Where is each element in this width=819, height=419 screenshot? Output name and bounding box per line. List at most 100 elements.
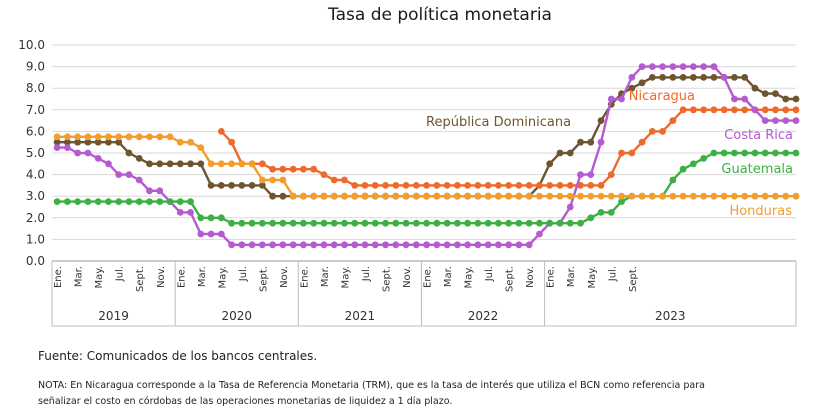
data-point-guatemala bbox=[515, 219, 523, 227]
data-point-costa-rica bbox=[238, 241, 246, 249]
data-point-guatemala bbox=[248, 219, 256, 227]
data-point-guatemala bbox=[176, 198, 184, 206]
data-point-honduras bbox=[505, 192, 513, 200]
y-tick-label: 8.0 bbox=[26, 81, 45, 95]
data-point-costa-rica bbox=[453, 241, 461, 249]
data-point-nicaragua bbox=[474, 182, 482, 189]
data-point-guatemala bbox=[84, 198, 92, 206]
y-tick-label: 5.0 bbox=[26, 146, 45, 160]
data-point-honduras bbox=[618, 192, 625, 200]
x-tick-label: Mar. bbox=[74, 266, 85, 287]
data-point-honduras bbox=[474, 192, 482, 200]
data-point-nicaragua bbox=[433, 182, 441, 189]
data-point-nicaragua bbox=[587, 182, 595, 189]
data-point-guatemala bbox=[351, 219, 359, 227]
data-point-guatemala bbox=[217, 214, 225, 222]
data-point-guatemala bbox=[474, 219, 482, 227]
data-point-nicaragua bbox=[351, 182, 359, 189]
x-tick-label: Sept. bbox=[628, 266, 639, 292]
data-point-costa-rica bbox=[289, 241, 297, 249]
data-point-nicaragua bbox=[382, 182, 389, 189]
data-point-honduras bbox=[484, 192, 492, 200]
data-point-guatemala bbox=[156, 198, 164, 206]
data-point-costa-rica bbox=[607, 95, 615, 103]
data-point-honduras bbox=[546, 192, 554, 200]
data-point-honduras bbox=[146, 133, 153, 141]
data-point-honduras bbox=[269, 176, 277, 184]
data-point-costa-rica bbox=[669, 63, 677, 70]
x-tick-label: May. bbox=[94, 266, 105, 288]
data-point-republica-dominicana bbox=[638, 79, 646, 87]
data-point-costa-rica bbox=[587, 171, 595, 179]
data-point-costa-rica bbox=[207, 230, 215, 238]
data-point-honduras bbox=[402, 192, 410, 200]
data-point-guatemala bbox=[679, 165, 687, 173]
data-point-republica-dominicana bbox=[782, 95, 790, 103]
data-point-honduras bbox=[607, 192, 615, 200]
data-point-costa-rica bbox=[248, 241, 256, 249]
year-label: 2019 bbox=[98, 309, 129, 323]
data-point-republica-dominicana bbox=[700, 74, 708, 81]
data-point-nicaragua bbox=[495, 182, 502, 189]
data-point-guatemala bbox=[423, 219, 430, 227]
data-point-honduras bbox=[710, 192, 718, 200]
data-point-republica-dominicana bbox=[53, 138, 61, 146]
data-point-costa-rica bbox=[115, 171, 123, 179]
data-point-costa-rica bbox=[464, 241, 472, 249]
data-point-costa-rica bbox=[176, 209, 184, 216]
data-point-republica-dominicana bbox=[279, 192, 287, 200]
data-point-honduras bbox=[515, 192, 523, 200]
data-point-republica-dominicana bbox=[258, 182, 266, 189]
data-point-honduras bbox=[412, 192, 420, 200]
data-point-honduras bbox=[310, 192, 318, 200]
data-point-honduras bbox=[125, 133, 133, 141]
series-label: Honduras bbox=[729, 204, 792, 219]
data-point-nicaragua bbox=[258, 160, 266, 168]
data-point-costa-rica bbox=[792, 117, 800, 124]
data-point-honduras bbox=[289, 192, 297, 200]
series-label: República Dominicana bbox=[426, 115, 571, 130]
data-point-republica-dominicana bbox=[731, 74, 738, 81]
data-point-guatemala bbox=[751, 149, 759, 157]
data-point-honduras bbox=[669, 192, 677, 200]
data-point-guatemala bbox=[443, 219, 451, 227]
data-point-honduras bbox=[700, 192, 708, 200]
x-tick-label: Jul. bbox=[484, 266, 495, 282]
data-point-nicaragua bbox=[484, 182, 492, 189]
data-point-honduras bbox=[751, 192, 759, 200]
x-tick-label: Ene. bbox=[53, 266, 64, 288]
data-point-guatemala bbox=[505, 219, 513, 227]
data-point-costa-rica bbox=[156, 187, 164, 195]
data-point-guatemala bbox=[782, 149, 790, 157]
data-point-republica-dominicana bbox=[135, 155, 143, 162]
data-point-guatemala bbox=[371, 219, 379, 227]
data-point-costa-rica bbox=[761, 117, 769, 124]
data-point-costa-rica bbox=[618, 95, 625, 103]
data-point-nicaragua bbox=[628, 149, 636, 157]
data-point-nicaragua bbox=[536, 182, 543, 189]
year-label: 2023 bbox=[655, 309, 686, 323]
data-point-honduras bbox=[628, 192, 636, 200]
data-point-republica-dominicana bbox=[94, 138, 102, 146]
data-point-nicaragua bbox=[546, 182, 554, 189]
data-point-guatemala bbox=[433, 219, 441, 227]
data-point-nicaragua bbox=[689, 106, 697, 114]
data-point-nicaragua bbox=[525, 182, 533, 189]
data-point-nicaragua bbox=[566, 182, 574, 189]
data-point-honduras bbox=[74, 133, 82, 141]
data-point-nicaragua bbox=[679, 106, 687, 114]
data-point-guatemala bbox=[135, 198, 143, 206]
data-point-nicaragua bbox=[217, 127, 225, 135]
data-point-honduras bbox=[258, 176, 266, 184]
data-point-republica-dominicana bbox=[228, 182, 235, 189]
data-point-nicaragua bbox=[464, 182, 472, 189]
data-point-guatemala bbox=[761, 149, 769, 157]
data-point-honduras bbox=[279, 176, 287, 184]
data-point-republica-dominicana bbox=[84, 138, 92, 146]
data-point-honduras bbox=[320, 192, 328, 200]
data-point-honduras bbox=[197, 144, 205, 152]
data-point-guatemala bbox=[689, 160, 697, 168]
data-point-honduras bbox=[648, 192, 656, 200]
data-point-guatemala bbox=[556, 219, 564, 227]
data-point-guatemala bbox=[392, 219, 400, 227]
